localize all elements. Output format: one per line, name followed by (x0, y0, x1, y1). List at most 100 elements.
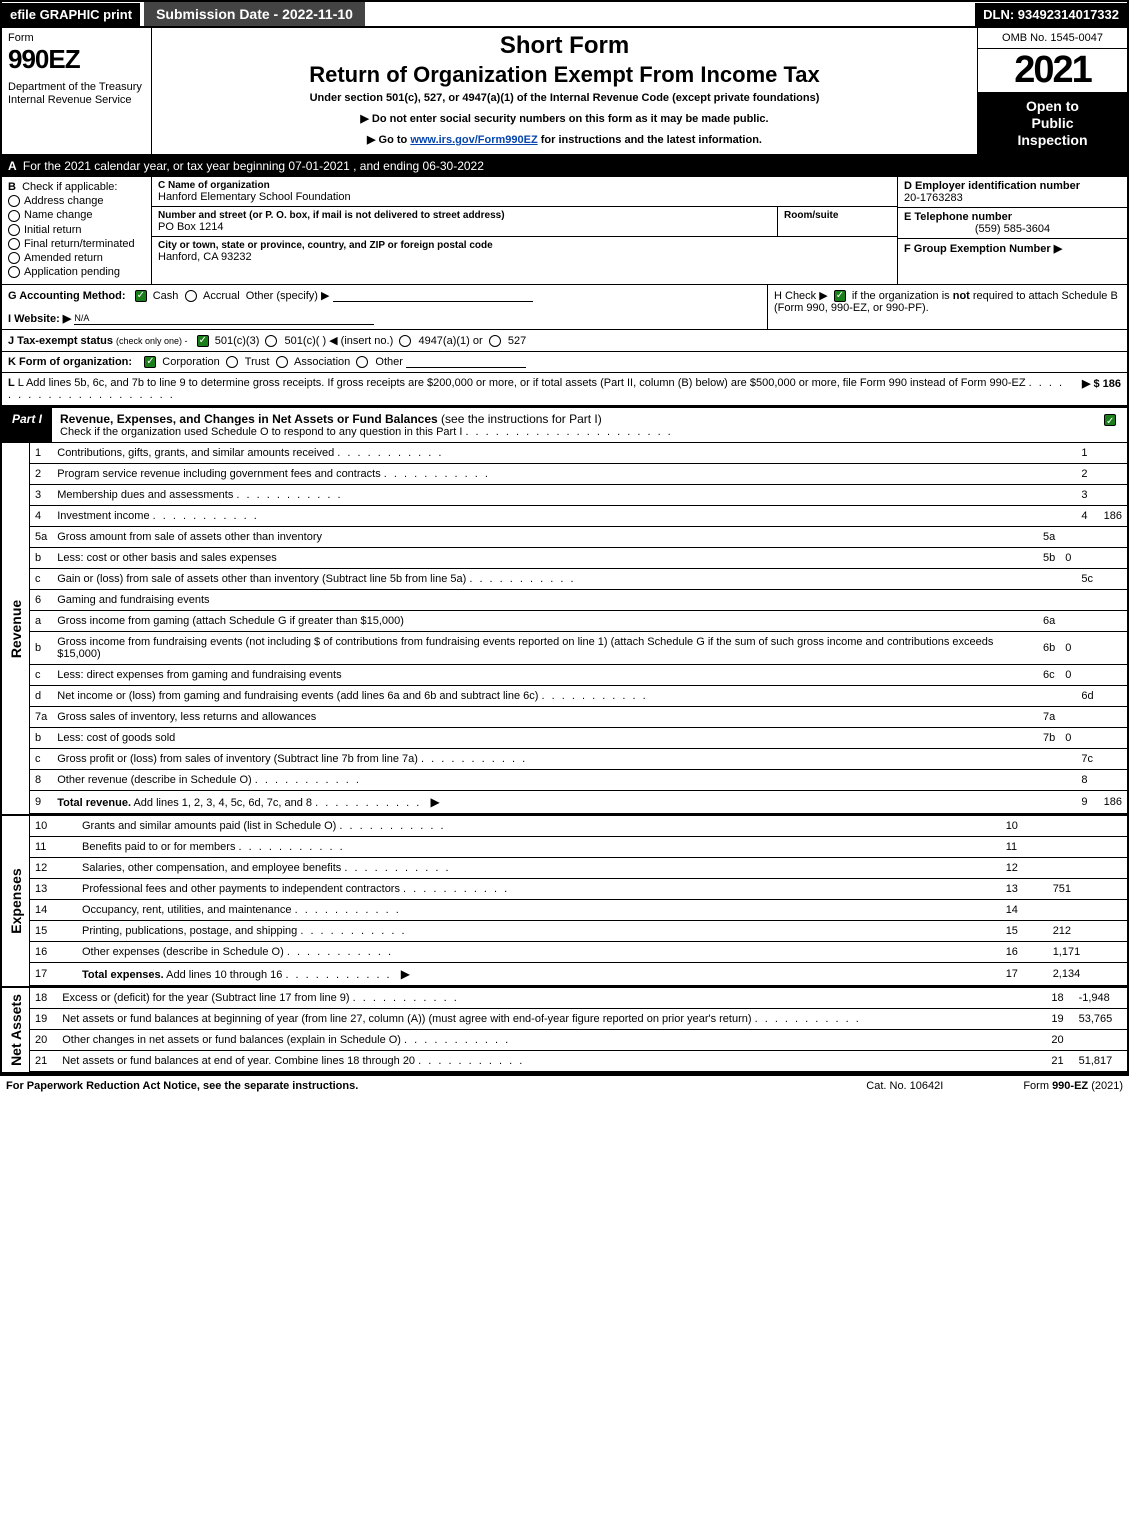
l-text: L Add lines 5b, 6c, and 7b to line 9 to … (18, 377, 1026, 389)
line-number: 13 (30, 879, 77, 900)
line-col-val (1099, 527, 1127, 548)
line-col-num: 4 (1076, 506, 1098, 527)
k-option-3[interactable]: Other (350, 356, 403, 368)
col-def: D Employer identification number 20-1763… (897, 177, 1127, 284)
line-mid-val (1060, 611, 1076, 632)
g-other-field[interactable] (333, 301, 533, 302)
b-option-1[interactable]: Name change (8, 209, 145, 221)
line-col-num: 9 (1076, 791, 1098, 814)
submission-date: Submission Date - 2022-11-10 (144, 2, 365, 26)
checkbox-icon[interactable] (144, 356, 156, 368)
g-cash-check[interactable] (135, 290, 147, 302)
line-text: Other expenses (describe in Schedule O) (77, 942, 1001, 963)
g-accrual-check[interactable] (185, 290, 197, 302)
j-4947-check[interactable] (399, 335, 411, 347)
line-row: 11Benefits paid to or for members 11 (30, 837, 1127, 858)
checkbox-icon[interactable] (356, 356, 368, 368)
line-col-val (1099, 770, 1127, 791)
c-name-row: C Name of organization Hanford Elementar… (152, 177, 897, 207)
j-501c-check[interactable] (265, 335, 277, 347)
g-label: G Accounting Method: (8, 290, 126, 302)
b-option-4[interactable]: Amended return (8, 252, 145, 264)
line-text: Other revenue (describe in Schedule O) (52, 770, 1076, 791)
line-col-num (1076, 527, 1098, 548)
part-i-checkbox[interactable] (1104, 414, 1116, 426)
line-number: 9 (30, 791, 52, 814)
line-mid-num: 6c (1038, 665, 1060, 686)
netassets-table: 18Excess or (deficit) for the year (Subt… (30, 988, 1127, 1072)
line-col-num: 12 (1001, 858, 1048, 879)
line-col-num: 17 (1001, 963, 1048, 986)
line-number: 17 (30, 963, 77, 986)
line-row: cLess: direct expenses from gaming and f… (30, 665, 1127, 686)
checkbox-icon[interactable] (8, 266, 20, 278)
line-col-num: 2 (1076, 464, 1098, 485)
d-label: D Employer identification number (904, 180, 1121, 192)
h-check[interactable] (834, 290, 846, 302)
note-ssn: ▶ Do not enter social security numbers o… (156, 112, 973, 125)
line-number: a (30, 611, 52, 632)
line-col-num: 14 (1001, 900, 1048, 921)
line-mid-val: 0 (1060, 728, 1076, 749)
k-other-field[interactable] (406, 367, 526, 368)
row-gh: G Accounting Method: Cash Accrual Other … (0, 285, 1129, 330)
checkbox-icon[interactable] (8, 195, 20, 207)
line-mid-val (1060, 707, 1076, 728)
b-option-5[interactable]: Application pending (8, 266, 145, 278)
line-row: 5aGross amount from sale of assets other… (30, 527, 1127, 548)
c-name-val: Hanford Elementary School Foundation (158, 191, 891, 203)
line-mid-num: 5a (1038, 527, 1060, 548)
d-row: D Employer identification number 20-1763… (898, 177, 1127, 208)
i-website-field[interactable]: N/A (74, 312, 374, 325)
line-row: 1Contributions, gifts, grants, and simil… (30, 443, 1127, 464)
line-col-num: 16 (1001, 942, 1048, 963)
line-number: 18 (30, 988, 57, 1009)
line-row: aGross income from gaming (attach Schedu… (30, 611, 1127, 632)
b-option-2[interactable]: Initial return (8, 224, 145, 236)
checkbox-icon[interactable] (276, 356, 288, 368)
checkbox-icon[interactable] (8, 252, 20, 264)
j-o3: 4947(a)(1) or (418, 335, 482, 347)
line-mid-num: 6b (1038, 632, 1060, 665)
k-option-2[interactable]: Association (269, 356, 350, 368)
k-option-1[interactable]: Trust (220, 356, 270, 368)
g-cash: Cash (153, 290, 179, 302)
checkbox-icon[interactable] (8, 224, 20, 236)
k-option-0[interactable]: Corporation (135, 356, 220, 368)
line-col-num (1076, 611, 1098, 632)
line-row: cGain or (loss) from sale of assets othe… (30, 569, 1127, 590)
checkbox-icon[interactable] (8, 210, 20, 222)
page-footer: For Paperwork Reduction Act Notice, see … (0, 1074, 1129, 1096)
line-text: Grants and similar amounts paid (list in… (77, 816, 1001, 837)
line-row: 14Occupancy, rent, utilities, and mainte… (30, 900, 1127, 921)
line-row: 12Salaries, other compensation, and empl… (30, 858, 1127, 879)
line-col-val: 212 (1048, 921, 1127, 942)
g-other: Other (specify) ▶ (246, 290, 330, 302)
title-subline: Under section 501(c), 527, or 4947(a)(1)… (156, 92, 973, 104)
line-mid-val: 0 (1060, 632, 1076, 665)
line-col-val: -1,948 (1074, 988, 1127, 1009)
line-mid-val: 0 (1060, 548, 1076, 569)
line-row: 8Other revenue (describe in Schedule O) … (30, 770, 1127, 791)
line-number: 19 (30, 1009, 57, 1030)
b-option-3[interactable]: Final return/terminated (8, 238, 145, 250)
line-row: 10Grants and similar amounts paid (list … (30, 816, 1127, 837)
checkbox-icon[interactable] (226, 356, 238, 368)
checkbox-icon[interactable] (8, 238, 20, 250)
line-col-num: 18 (1046, 988, 1073, 1009)
omb-number: OMB No. 1545-0047 (978, 28, 1127, 49)
line-text: Benefits paid to or for members (77, 837, 1001, 858)
form-word: Form (8, 32, 145, 44)
line-col-val (1099, 590, 1127, 611)
j-527-check[interactable] (489, 335, 501, 347)
j-501c3-check[interactable] (197, 335, 209, 347)
line-text: Salaries, other compensation, and employ… (77, 858, 1001, 879)
line-col-val (1099, 632, 1127, 665)
note-post: for instructions and the latest informat… (538, 134, 762, 146)
b-option-0[interactable]: Address change (8, 195, 145, 207)
form-header: Form 990EZ Department of the Treasury In… (0, 28, 1129, 156)
c-room: Room/suite (777, 207, 897, 236)
efile-print-label[interactable]: efile GRAPHIC print (2, 3, 140, 26)
col-c-org-info: C Name of organization Hanford Elementar… (152, 177, 897, 284)
instructions-link[interactable]: www.irs.gov/Form990EZ (410, 134, 537, 146)
